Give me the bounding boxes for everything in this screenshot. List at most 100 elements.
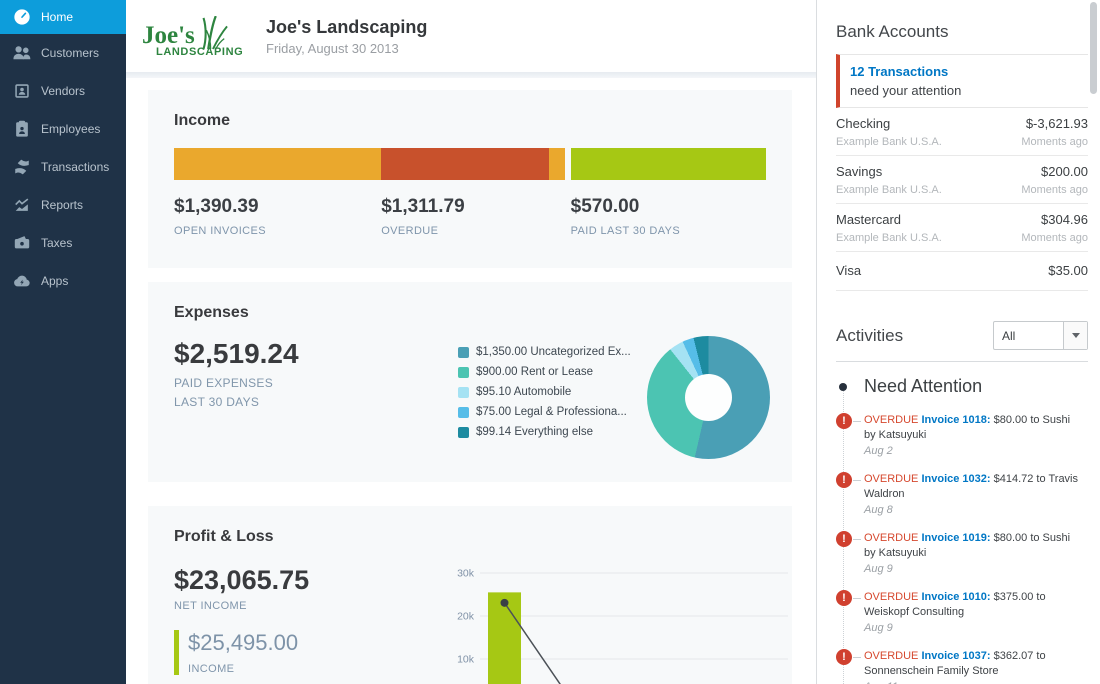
sidebar-item-taxes[interactable]: Taxes <box>0 224 126 262</box>
expenses-legend-item: $99.14 Everything else <box>458 426 631 438</box>
legend-label: $900.00 Rent or Lease <box>476 366 593 378</box>
page-header: Joe's LANDSCAPING Joe's Landscaping Frid… <box>126 0 816 72</box>
activities-timeline: Need Attention !OVERDUE Invoice 1018: $8… <box>836 376 1088 684</box>
logo-subtext: LANDSCAPING <box>156 46 250 58</box>
income-bar-segment[interactable] <box>174 148 381 180</box>
income-summary: $25,495.00 INCOME <box>174 630 298 675</box>
metric-label: OPEN INVOICES <box>174 225 266 237</box>
legend-swatch-icon <box>458 407 469 418</box>
transactions-alert-count[interactable]: 12 Transactions <box>850 62 1088 81</box>
right-panel: Bank Accounts 12 Transactions need your … <box>816 0 1100 684</box>
invoice-link[interactable]: Invoice 1010: <box>921 591 990 603</box>
bank-accounts-title: Bank Accounts <box>836 22 1088 42</box>
badge-icon <box>13 82 31 100</box>
legend-swatch-icon <box>458 427 469 438</box>
metric-overdue: $1,311.79 OVERDUE <box>381 196 464 237</box>
sidebar-item-home[interactable]: Home <box>0 0 126 34</box>
exchange-icon <box>13 158 31 176</box>
income-bar-segment[interactable] <box>549 148 565 180</box>
overdue-label: OVERDUE <box>864 473 921 485</box>
overdue-label: OVERDUE <box>864 650 921 662</box>
invoice-link[interactable]: Invoice 1032: <box>921 473 990 485</box>
overdue-alert-icon: ! <box>836 531 852 547</box>
chevron-down-icon[interactable] <box>1063 322 1087 349</box>
profit-loss-title: Profit & Loss <box>174 528 766 546</box>
sidebar-item-label: Employees <box>41 122 100 136</box>
main-content: Joe's LANDSCAPING Joe's Landscaping Frid… <box>126 0 816 684</box>
income-card: Income $1,390.39 OPEN INVOICES $1,311.79… <box>148 90 792 268</box>
sidebar-item-transactions[interactable]: Transactions <box>0 148 126 186</box>
expenses-label: PAID EXPENSES LAST 30 DAYS <box>174 374 273 411</box>
account-name: Visa <box>836 263 861 278</box>
activities-divider <box>836 361 1088 362</box>
account-bank: Example Bank U.S.A. <box>836 184 942 196</box>
activity-item[interactable]: !OVERDUE Invoice 1019: $80.00 to Sushi b… <box>836 531 1088 577</box>
timeline-dash <box>853 539 861 577</box>
y-axis-tick-label: 30k <box>457 568 475 580</box>
expenses-amount: $2,519.24 <box>174 338 299 370</box>
sidebar-item-label: Home <box>41 10 73 24</box>
income-stacked-bar[interactable] <box>174 148 766 180</box>
account-bank: Example Bank U.S.A. <box>836 232 942 244</box>
expenses-legend-item: $1,350.00 Uncategorized Ex... <box>458 346 631 358</box>
legend-label: $99.14 Everything else <box>476 426 593 438</box>
sidebar-item-reports[interactable]: Reports <box>0 186 126 224</box>
transactions-alert[interactable]: 12 Transactions need your attention <box>836 54 1088 108</box>
quickbooks-dashboard: Home Customers Vendors Employees Transac… <box>0 0 1100 684</box>
expenses-legend-item: $900.00 Rent or Lease <box>458 366 631 378</box>
income-title: Income <box>174 112 766 130</box>
overdue-alert-icon: ! <box>836 590 852 606</box>
bank-account-row[interactable]: Checking$-3,621.93Example Bank U.S.A.Mom… <box>836 108 1088 156</box>
activity-date: Aug 2 <box>864 444 1080 459</box>
income-amount: $25,495.00 <box>188 630 298 656</box>
timeline-dash <box>853 480 861 518</box>
sidebar-item-label: Customers <box>41 46 99 60</box>
logo-wordmark: Joe's <box>142 23 195 48</box>
chart-icon <box>13 196 31 214</box>
activity-item[interactable]: !OVERDUE Invoice 1018: $80.00 to Sushi b… <box>836 413 1088 459</box>
legend-swatch-icon <box>458 347 469 358</box>
people-icon <box>13 44 31 62</box>
account-balance: $-3,621.93 <box>1026 116 1088 131</box>
activity-list: !OVERDUE Invoice 1018: $80.00 to Sushi b… <box>836 413 1088 684</box>
bank-account-row[interactable]: Mastercard $304.96 Example Bank U.S.A. Mome… <box>836 204 1088 252</box>
sidebar-item-vendors[interactable]: Vendors <box>0 72 126 110</box>
account-name: Savings <box>836 164 882 179</box>
account-name: Mastercard <box>836 212 901 227</box>
metric-amount: $1,390.39 <box>174 196 266 218</box>
invoice-link[interactable]: Invoice 1037: <box>921 650 990 662</box>
sidebar-item-apps[interactable]: Apps <box>0 262 126 300</box>
account-balance: $304.96 <box>1041 212 1088 227</box>
metric-amount: $1,311.79 <box>381 196 464 218</box>
activity-item[interactable]: !OVERDUE Invoice 1032: $414.72 to Travis… <box>836 472 1088 518</box>
sidebar-item-employees[interactable]: Employees <box>0 110 126 148</box>
overdue-label: OVERDUE <box>864 591 921 603</box>
invoice-link[interactable]: Invoice 1018: <box>921 414 990 426</box>
legend-label: $95.10 Automobile <box>476 386 571 398</box>
cloud-icon <box>13 272 31 290</box>
legend-swatch-icon <box>458 367 469 378</box>
sidebar: Home Customers Vendors Employees Transac… <box>0 0 126 684</box>
overdue-label: OVERDUE <box>864 414 921 426</box>
profit-loss-chart: 30k20k10k <box>450 560 790 684</box>
expenses-legend-item: $75.00 Legal & Professiona... <box>458 406 631 418</box>
net-income-point[interactable] <box>501 599 509 607</box>
bank-account-row[interactable]: Visa$35.00 <box>836 252 1088 291</box>
invoice-link[interactable]: Invoice 1019: <box>921 532 990 544</box>
bank-account-row[interactable]: Savings$200.00Example Bank U.S.A.Moments… <box>836 156 1088 204</box>
activity-item[interactable]: !OVERDUE Invoice 1010: $375.00 to Weisko… <box>836 590 1088 636</box>
account-name: Checking <box>836 116 890 131</box>
expenses-legend-item: $95.10 Automobile <box>458 386 631 398</box>
header-divider <box>126 72 816 78</box>
sidebar-item-customers[interactable]: Customers <box>0 34 126 72</box>
scrollbar-thumb[interactable] <box>1090 2 1097 94</box>
activities-filter-dropdown[interactable]: All <box>993 321 1088 350</box>
expenses-donut-chart[interactable] <box>647 336 770 459</box>
account-updated: Moments ago <box>1021 232 1088 244</box>
profit-loss-card: Profit & Loss $23,065.75 NET INCOME $25,… <box>148 506 792 684</box>
activity-item[interactable]: !OVERDUE Invoice 1037: $362.07 to Sonnen… <box>836 649 1088 684</box>
account-updated: Moments ago <box>1021 136 1088 148</box>
metric-paid: $570.00 PAID LAST 30 DAYS <box>571 196 681 237</box>
income-bar-segment[interactable] <box>571 148 766 180</box>
income-bar-segment[interactable] <box>381 148 549 180</box>
